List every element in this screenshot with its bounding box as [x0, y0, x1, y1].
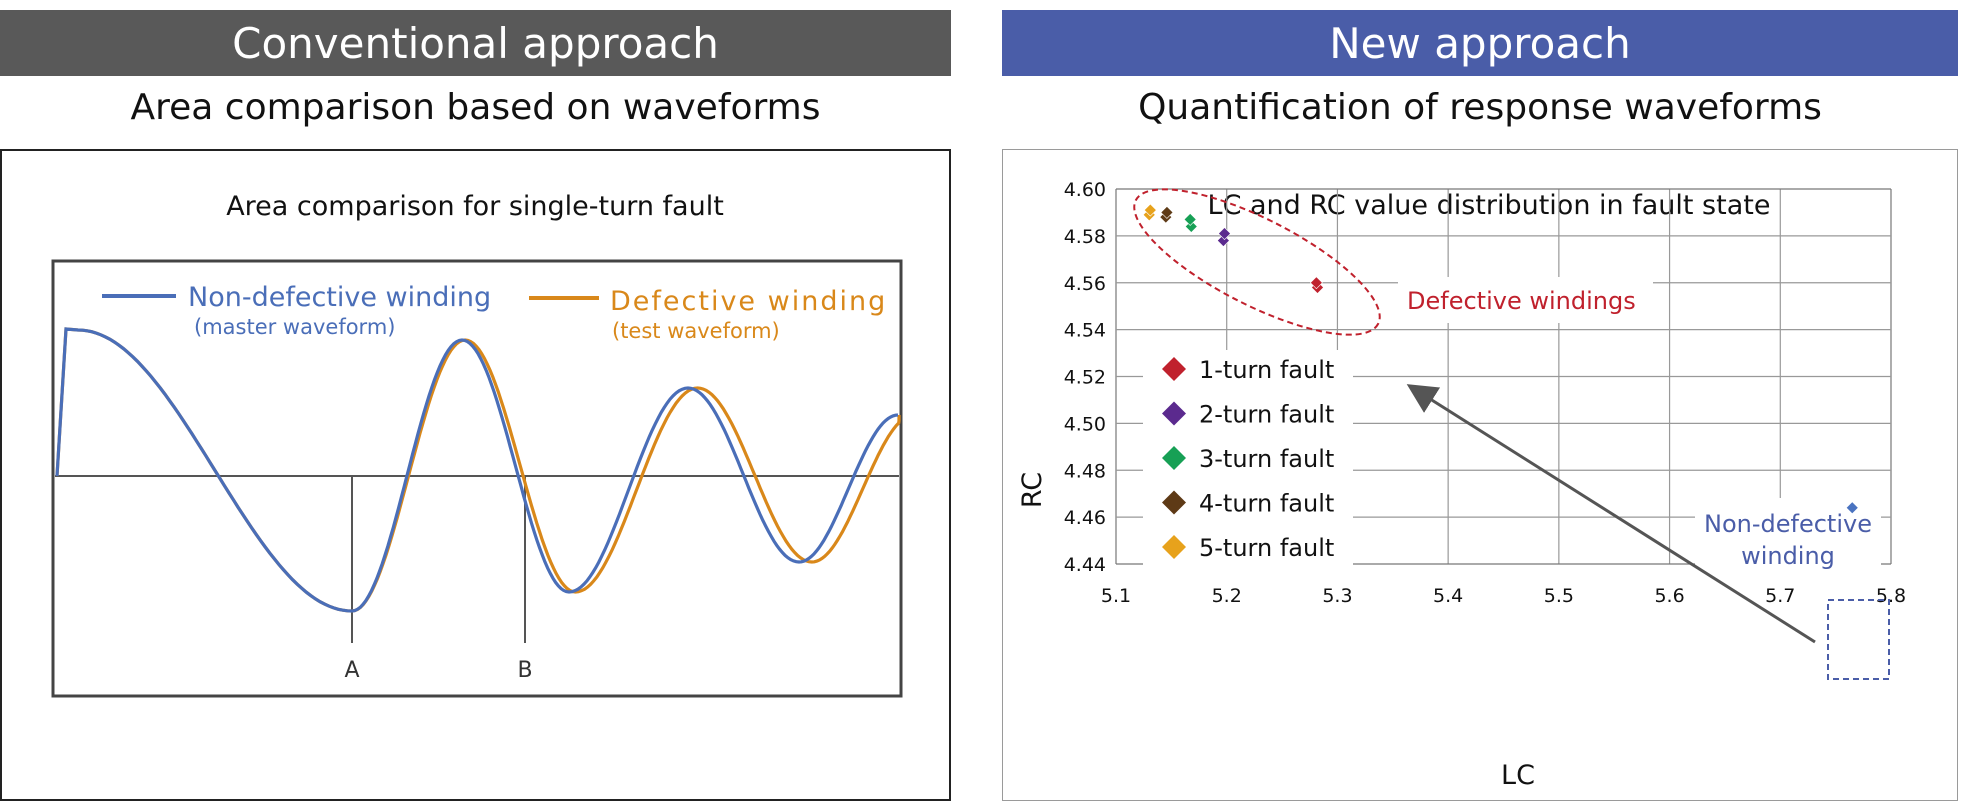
y-tick-label: 4.54	[1064, 320, 1106, 342]
y-tick-label: 4.48	[1064, 460, 1106, 482]
data-point-series-4	[1160, 206, 1174, 219]
defective-windings-label: Defective windings	[1407, 287, 1636, 315]
y-tick-label: 4.56	[1064, 273, 1106, 295]
legend-label-5: 5-turn fault	[1199, 534, 1334, 562]
waveform-plot-frame	[51, 259, 903, 698]
data-point-series-2	[1216, 234, 1230, 247]
scatter-legend: 1-turn fault 2-turn fault 3-turn fault 4-tu…	[1162, 356, 1334, 562]
y-tick-label: 4.46	[1064, 507, 1106, 529]
defective-label-bg	[1398, 277, 1653, 323]
non-defective-label-line1: Non-defective	[1704, 510, 1872, 538]
non-defective-label-line2: winding	[1741, 542, 1835, 570]
x-tick-label: 5.6	[1654, 585, 1684, 607]
scatter-chart-title: LC and RC value distribution in fault st…	[1208, 190, 1771, 221]
legend-sublabel-defective: (test waveform)	[612, 319, 780, 343]
legend-label-non-defective: Non-defective winding	[188, 282, 491, 313]
y-tick-label: 4.58	[1064, 226, 1106, 248]
data-point-series-6	[1845, 501, 1859, 515]
waveform-panel: Area comparison for single-turn fault A …	[0, 149, 951, 801]
data-point-series-1	[1309, 276, 1323, 290]
scatter-panel: LC and RC value distribution in fault st…	[1002, 149, 1958, 801]
scatter-chart: LC and RC value distribution in fault st…	[1017, 179, 1906, 791]
legend-marker-4	[1162, 490, 1186, 515]
legend-sublabel-non-defective: (master waveform)	[194, 315, 395, 339]
legend-label-3: 3-turn fault	[1199, 445, 1334, 473]
new-approach-subtitle: Quantification of response waveforms	[1138, 86, 1822, 128]
waveform-chart-title: Area comparison for single-turn fault	[226, 191, 724, 222]
x-tick-label: 5.4	[1433, 585, 1463, 607]
conventional-approach-subtitle: Area comparison based on waveforms	[130, 86, 821, 128]
defective-windings-ellipse	[1133, 188, 1381, 336]
legend-label-defective: Defective winding	[610, 286, 887, 317]
legend-label-1: 1-turn fault	[1199, 356, 1334, 384]
waveform-chart: Area comparison for single-turn fault A …	[51, 191, 903, 698]
legend-label-2: 2-turn fault	[1199, 401, 1334, 429]
y-tick-label: 4.44	[1064, 554, 1106, 576]
marker-label-b: B	[517, 658, 532, 683]
conventional-approach-header: Conventional approach	[0, 10, 951, 76]
y-tick-label: 4.60	[1064, 179, 1106, 201]
x-tick-label: 5.3	[1322, 585, 1352, 607]
tick-layer: 5.1 5.2 5.3 5.4 5.5 5.6 5.7 5.8 4.44 4.46 4.48 4.50…	[1064, 179, 1906, 607]
new-approach-header: New approach	[1002, 10, 1958, 76]
improvement-arrow	[1406, 384, 1816, 644]
legend-marker-3	[1162, 446, 1186, 470]
x-tick-label: 5.5	[1544, 585, 1574, 607]
marker-label-a: A	[344, 658, 359, 683]
non-defective-dashed-box	[1827, 599, 1890, 680]
y-tick-label: 4.50	[1064, 413, 1106, 435]
data-point-series-5	[1143, 203, 1157, 217]
legend-marker-1	[1162, 357, 1186, 381]
x-tick-label: 5.7	[1765, 585, 1795, 607]
y-tick-label: 4.52	[1064, 367, 1106, 389]
legend-label-4: 4-turn fault	[1199, 490, 1334, 518]
non-defective-waveform-line	[55, 327, 899, 613]
legend-marker-5	[1162, 535, 1186, 559]
y-axis-label: RC	[1017, 472, 1048, 508]
legend-marker-2	[1162, 401, 1186, 426]
data-point-series-2	[1218, 227, 1231, 240]
data-point-series-3	[1183, 213, 1197, 226]
x-axis-label: LC	[1501, 760, 1535, 791]
x-tick-label: 5.2	[1212, 585, 1242, 607]
x-tick-label: 5.8	[1876, 585, 1906, 607]
data-points	[1142, 203, 1859, 515]
x-tick-label: 5.1	[1101, 585, 1131, 607]
defective-waveform-line	[55, 327, 901, 613]
